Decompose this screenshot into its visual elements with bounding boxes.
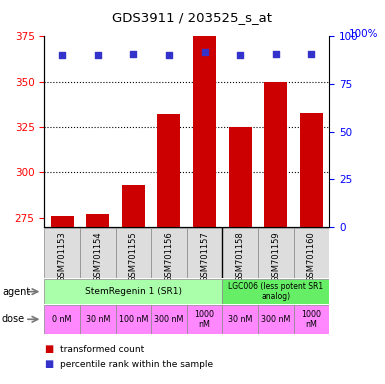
Text: GSM701157: GSM701157: [200, 231, 209, 282]
Point: [166, 53, 172, 59]
Bar: [229, 127, 252, 227]
Text: agent: agent: [2, 286, 30, 297]
Point: [59, 53, 65, 59]
Text: 300 nM: 300 nM: [261, 315, 290, 324]
Text: 30 nM: 30 nM: [85, 315, 110, 324]
Text: 30 nM: 30 nM: [228, 315, 252, 324]
Text: GSM701158: GSM701158: [236, 231, 244, 282]
Bar: [193, 36, 216, 227]
Text: 100 nM: 100 nM: [119, 315, 148, 324]
Bar: [187, 228, 223, 278]
Bar: [157, 114, 181, 227]
Bar: [80, 305, 116, 334]
Text: 1000
nM: 1000 nM: [301, 310, 321, 329]
Point: [130, 51, 136, 57]
Y-axis label: 100%: 100%: [348, 29, 378, 39]
Bar: [116, 228, 151, 278]
Point: [201, 49, 208, 55]
Bar: [86, 214, 109, 227]
Bar: [258, 305, 293, 334]
Text: GDS3911 / 203525_s_at: GDS3911 / 203525_s_at: [112, 11, 273, 24]
Point: [95, 53, 101, 59]
Bar: [223, 228, 258, 278]
Text: dose: dose: [2, 314, 25, 324]
Point: [308, 51, 315, 57]
Bar: [223, 279, 329, 304]
Text: ■: ■: [44, 359, 54, 369]
Text: GSM701154: GSM701154: [93, 231, 102, 281]
Bar: [293, 305, 329, 334]
Text: GSM701160: GSM701160: [307, 231, 316, 282]
Text: GSM701153: GSM701153: [58, 231, 67, 282]
Text: GSM701156: GSM701156: [164, 231, 173, 282]
Bar: [187, 305, 223, 334]
Point: [273, 51, 279, 57]
Text: StemRegenin 1 (SR1): StemRegenin 1 (SR1): [85, 287, 182, 296]
Bar: [300, 113, 323, 227]
Text: GSM701155: GSM701155: [129, 231, 138, 281]
Bar: [80, 228, 116, 278]
Text: LGC006 (less potent SR1
analog): LGC006 (less potent SR1 analog): [228, 282, 323, 301]
Text: GSM701159: GSM701159: [271, 231, 280, 281]
Bar: [44, 279, 223, 304]
Point: [237, 53, 243, 59]
Bar: [151, 228, 187, 278]
Bar: [44, 305, 80, 334]
Bar: [44, 228, 80, 278]
Text: 0 nM: 0 nM: [52, 315, 72, 324]
Text: 1000
nM: 1000 nM: [194, 310, 214, 329]
Bar: [50, 216, 74, 227]
Text: transformed count: transformed count: [60, 344, 144, 354]
Bar: [293, 228, 329, 278]
Text: 300 nM: 300 nM: [154, 315, 184, 324]
Bar: [122, 185, 145, 227]
Bar: [116, 305, 151, 334]
Text: percentile rank within the sample: percentile rank within the sample: [60, 360, 213, 369]
Bar: [223, 305, 258, 334]
Bar: [151, 305, 187, 334]
Bar: [258, 228, 293, 278]
Text: ■: ■: [44, 344, 54, 354]
Bar: [264, 82, 287, 227]
